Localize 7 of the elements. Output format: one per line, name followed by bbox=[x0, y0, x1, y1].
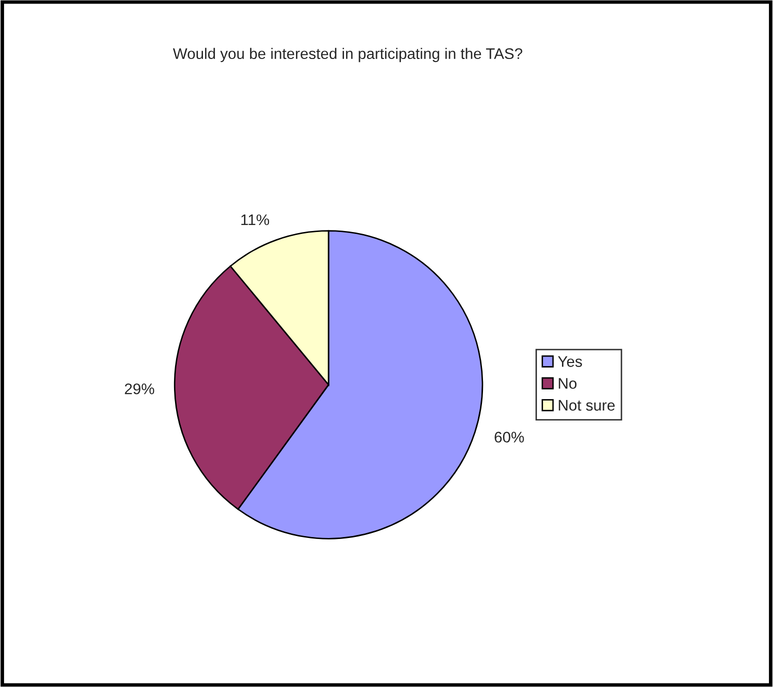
data-label: 60% bbox=[494, 432, 524, 443]
data-label: 29% bbox=[124, 383, 154, 394]
legend-label: No bbox=[558, 378, 576, 389]
legend-label: Yes bbox=[558, 356, 582, 367]
legend-label: Not sure bbox=[558, 400, 615, 411]
data-label: 11% bbox=[241, 214, 270, 226]
chart-title: Would you be interested in participating in the TAS? bbox=[172, 48, 522, 62]
